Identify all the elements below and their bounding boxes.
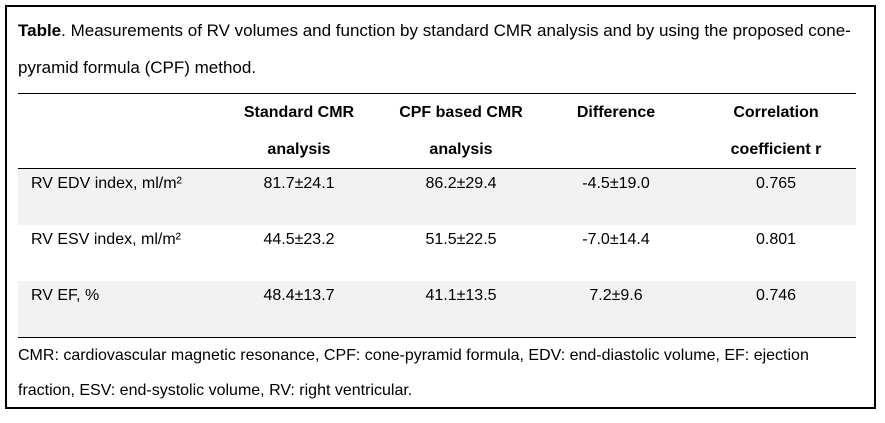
- row-label: RV EF, %: [31, 287, 100, 304]
- header-difference: Difference: [556, 94, 676, 168]
- header-standard-cmr: Standard CMR analysis: [232, 94, 366, 168]
- table-footnote: CMR: cardiovascular magnetic resonance, …: [18, 347, 809, 399]
- cell-difference: -7.0±14.4: [582, 231, 650, 248]
- cell-correlation: 0.746: [755, 287, 797, 304]
- table-row: RV ESV index, ml/m² 44.5±23.2 51.5±22.5 …: [18, 225, 856, 281]
- header-cpf-cmr-line2: analysis: [429, 141, 493, 158]
- header-correlation-line2: coefficient r: [730, 141, 822, 158]
- cell-cpf: 41.1±13.5: [425, 287, 497, 304]
- cell-standard: 81.7±24.1: [263, 175, 335, 192]
- header-difference-line1: Difference: [576, 104, 656, 121]
- header-cpf-cmr: CPF based CMR analysis: [386, 94, 536, 168]
- header-standard-cmr-line2: analysis: [267, 141, 331, 158]
- cell-standard: 44.5±23.2: [263, 231, 335, 248]
- header-correlation-line1: Correlation: [733, 104, 819, 121]
- cell-correlation: 0.765: [755, 175, 797, 192]
- cell-standard: 48.4±13.7: [263, 287, 335, 304]
- table-bottom-rule: [18, 337, 856, 338]
- table-caption: Table. Measurements of RV volumes and fu…: [18, 12, 868, 86]
- table-top-rule: [18, 93, 856, 94]
- cell-difference: -4.5±19.0: [582, 175, 650, 192]
- table-row: RV EF, % 48.4±13.7 41.1±13.5 7.2±9.6 0.7…: [18, 281, 856, 337]
- caption-label: Table: [18, 21, 62, 40]
- table-frame: [5, 5, 876, 409]
- header-correlation: Correlation coefficient r: [706, 94, 846, 168]
- cell-difference: 7.2±9.6: [589, 287, 643, 304]
- table-header-rule: [18, 168, 856, 169]
- row-label: RV ESV index, ml/m²: [31, 231, 181, 248]
- cell-cpf: 51.5±22.5: [425, 231, 497, 248]
- header-standard-cmr-line1: Standard CMR: [243, 104, 355, 121]
- header-cpf-cmr-line1: CPF based CMR: [399, 104, 523, 121]
- table-row: RV EDV index, ml/m² 81.7±24.1 86.2±29.4 …: [18, 169, 856, 225]
- cell-correlation: 0.801: [755, 231, 797, 248]
- caption-text: . Measurements of RV volumes and functio…: [18, 21, 851, 77]
- cell-cpf: 86.2±29.4: [425, 175, 497, 192]
- row-label: RV EDV index, ml/m²: [31, 175, 182, 192]
